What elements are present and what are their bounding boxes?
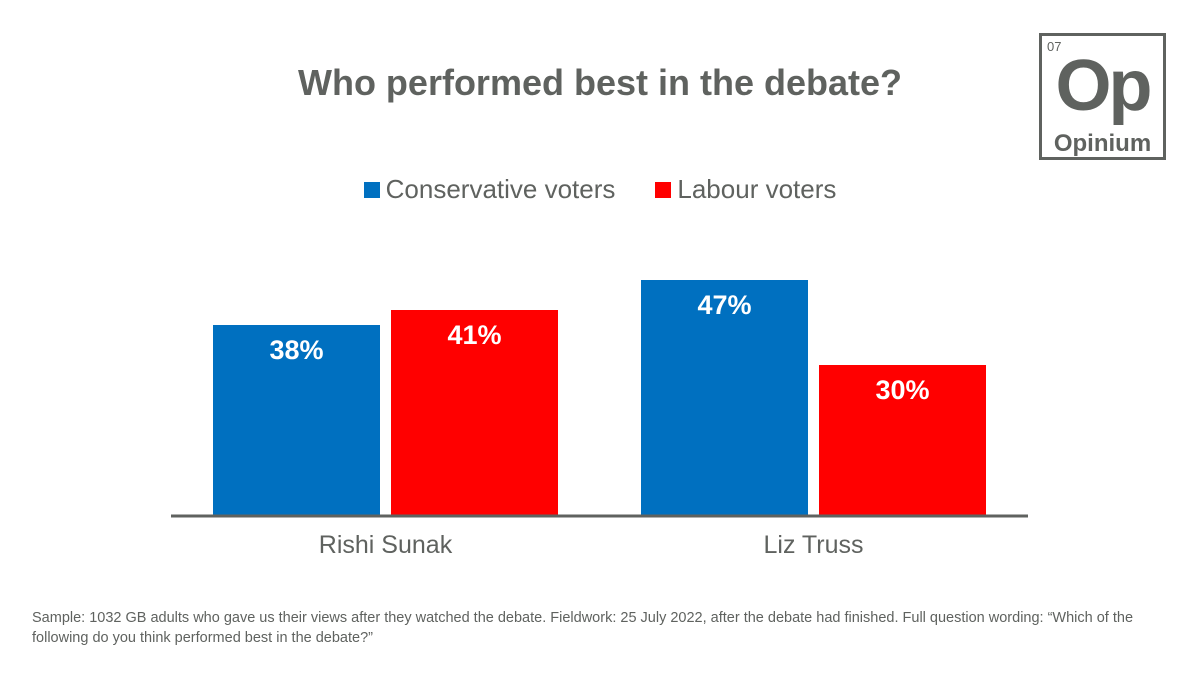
legend-label-labour: Labour voters	[677, 174, 837, 204]
logo-number: 07	[1047, 39, 1062, 54]
legend-swatch-labour	[655, 181, 672, 198]
bar-liz-truss-labour-voters	[819, 365, 986, 515]
category-label-liz-truss: Liz Truss	[763, 531, 863, 559]
data-label-rishi-sunak-conservative-voters: 38%	[269, 335, 323, 365]
chart-title: Who performed best in the debate?	[297, 62, 903, 103]
legend-item-labour: Labour voters	[655, 174, 836, 205]
opinium-logo: 07 Op Opinium	[1039, 33, 1166, 160]
legend-swatch-conservative	[363, 181, 380, 198]
bar-rishi-sunak-conservative-voters	[213, 325, 380, 515]
legend: Conservative voters Labour voters	[0, 174, 1200, 205]
bar-liz-truss-conservative-voters	[641, 280, 808, 515]
category-label-rishi-sunak: Rishi Sunak	[319, 531, 453, 559]
data-label-liz-truss-conservative-voters: 47%	[697, 290, 751, 320]
legend-label-conservative: Conservative voters	[385, 174, 616, 204]
legend-item-conservative: Conservative voters	[363, 174, 616, 205]
logo-symbol: Op	[1055, 46, 1153, 126]
footnote: Sample: 1032 GB adults who gave us their…	[32, 610, 1134, 646]
bar-rishi-sunak-labour-voters	[391, 310, 558, 515]
data-label-liz-truss-labour-voters: 30%	[875, 375, 929, 405]
logo-name: Opinium	[1053, 130, 1152, 157]
data-label-rishi-sunak-labour-voters: 41%	[447, 320, 501, 350]
